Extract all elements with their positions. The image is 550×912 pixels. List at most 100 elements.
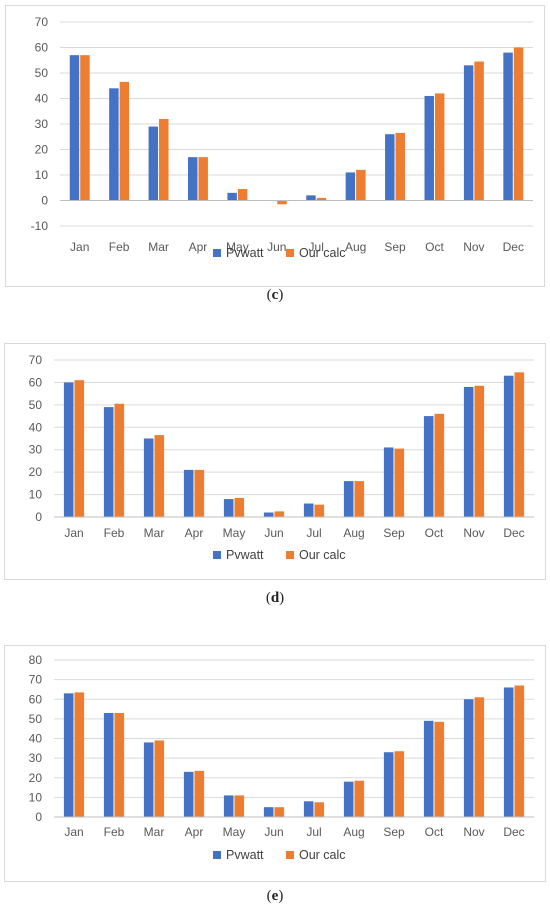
- y-tick-label: 70: [35, 15, 49, 29]
- bar-our-calc-may: [234, 795, 245, 817]
- bar-pvwatt-jul: [303, 801, 314, 817]
- x-tick-label: Jan: [70, 240, 89, 254]
- legend-label: Pvwatt: [226, 246, 264, 260]
- bar-pvwatt-dec: [503, 375, 514, 517]
- bar-our-calc-jul: [314, 802, 325, 817]
- legend-label: Our calc: [299, 848, 346, 862]
- bar-our-calc-jan: [80, 55, 90, 201]
- bar-our-calc-feb: [114, 712, 125, 817]
- x-tick-label: Nov: [463, 240, 484, 254]
- y-tick-label: 20: [29, 771, 43, 785]
- bar-pvwatt-jun: [263, 807, 274, 817]
- bar-our-calc-aug: [356, 169, 366, 201]
- y-tick-label: 20: [29, 465, 43, 479]
- bar-pvwatt-apr: [183, 469, 194, 517]
- x-tick-label: Aug: [345, 240, 366, 254]
- x-tick-label: Nov: [463, 526, 484, 540]
- bar-chart-d: 0 10 20 30 40 50 60 70 Jan Feb Mar Apr May Jun Jul Aug S…: [4, 343, 546, 580]
- x-tick-label: Feb: [104, 825, 125, 839]
- legend-swatch: [286, 249, 294, 257]
- bar-pvwatt-jan: [63, 382, 74, 517]
- y-tick-label: 40: [29, 732, 43, 746]
- legend-label: Our calc: [299, 246, 346, 260]
- bar-our-calc-nov: [474, 697, 485, 817]
- bar-pvwatt-jul: [306, 195, 316, 201]
- bar-our-calc-jun: [277, 200, 287, 205]
- y-tick-label: 50: [29, 712, 43, 726]
- bar-our-calc-jun: [274, 511, 285, 517]
- bar-pvwatt-feb: [103, 712, 114, 817]
- bar-our-calc-feb: [114, 403, 125, 517]
- x-tick-label: May: [223, 526, 246, 540]
- bar-pvwatt-may: [223, 499, 234, 517]
- bar-pvwatt-nov: [463, 699, 474, 817]
- y-tick-label: 80: [29, 653, 43, 667]
- x-tick-label: Feb: [104, 526, 125, 540]
- bar-our-calc-nov: [474, 385, 485, 517]
- x-tick-label: Mar: [148, 240, 169, 254]
- bar-our-calc-mar: [154, 740, 165, 817]
- bar-our-calc-apr: [194, 469, 205, 517]
- bar-pvwatt-dec: [503, 687, 514, 817]
- bar-pvwatt-feb: [103, 407, 114, 517]
- legend-swatch: [213, 249, 221, 257]
- x-tick-label: Dec: [503, 825, 524, 839]
- bar-our-calc-oct: [434, 93, 445, 201]
- caption-c: (c): [266, 287, 284, 303]
- y-tick-label: 30: [29, 443, 43, 457]
- bar-pvwatt-may: [227, 192, 237, 201]
- legend-swatch: [286, 551, 294, 559]
- x-tick-label: Jul: [306, 825, 321, 839]
- y-tick-label: 0: [35, 510, 42, 524]
- bar-pvwatt-may: [223, 795, 234, 817]
- x-tick-label: May: [226, 240, 249, 254]
- x-tick-label: Mar: [144, 825, 165, 839]
- x-tick-label: Dec: [503, 240, 524, 254]
- bar-our-calc-mar: [154, 435, 165, 517]
- x-tick-label: Apr: [185, 825, 204, 839]
- bar-our-calc-jul: [314, 504, 325, 517]
- y-tick-label: -10: [31, 219, 49, 233]
- bar-our-calc-mar: [159, 118, 169, 201]
- bar-our-calc-apr: [198, 157, 208, 201]
- x-tick-label: Jun: [264, 825, 283, 839]
- legend-swatch: [213, 551, 221, 559]
- x-tick-label: Aug: [343, 825, 364, 839]
- x-tick-label: May: [223, 825, 246, 839]
- bar-our-calc-jan: [74, 692, 85, 817]
- bar-our-calc-jan: [74, 380, 85, 517]
- legend: Pvwatt Our calc: [213, 848, 346, 862]
- x-tick-label: Dec: [503, 526, 524, 540]
- legend-swatch: [286, 851, 294, 859]
- y-tick-label: 10: [35, 168, 49, 182]
- bar-pvwatt-sep: [385, 134, 395, 201]
- chart-frame: [5, 5, 545, 287]
- y-tick-label: 40: [35, 92, 49, 106]
- x-tick-label: Jan: [64, 526, 83, 540]
- x-tick-label: Apr: [185, 526, 204, 540]
- y-tick-label: 60: [35, 41, 49, 55]
- x-tick-label: Sep: [383, 526, 405, 540]
- bar-pvwatt-apr: [183, 771, 194, 817]
- caption-d: (d): [265, 590, 285, 606]
- caption-e: (e): [266, 888, 284, 904]
- y-tick-label: 60: [29, 375, 43, 389]
- bar-our-calc-jul: [316, 197, 327, 201]
- x-tick-label: Oct: [425, 526, 444, 540]
- x-tick-label: Oct: [425, 825, 444, 839]
- bar-pvwatt-jan: [63, 693, 74, 817]
- bar-our-calc-dec: [514, 685, 525, 817]
- bar-pvwatt-aug: [343, 481, 354, 517]
- bar-our-calc-apr: [194, 770, 205, 817]
- bar-our-calc-oct: [434, 721, 445, 817]
- bar-pvwatt-jul: [303, 503, 314, 517]
- y-tick-label: 50: [29, 398, 43, 412]
- x-tick-label: Sep: [384, 240, 406, 254]
- bar-pvwatt-nov: [463, 65, 474, 201]
- bar-pvwatt-dec: [503, 52, 513, 201]
- legend-label: Pvwatt: [226, 548, 264, 562]
- legend-label: Pvwatt: [226, 848, 264, 862]
- chart-frame: [4, 645, 546, 882]
- x-tick-label: Sep: [383, 825, 405, 839]
- bar-pvwatt-apr: [187, 157, 198, 201]
